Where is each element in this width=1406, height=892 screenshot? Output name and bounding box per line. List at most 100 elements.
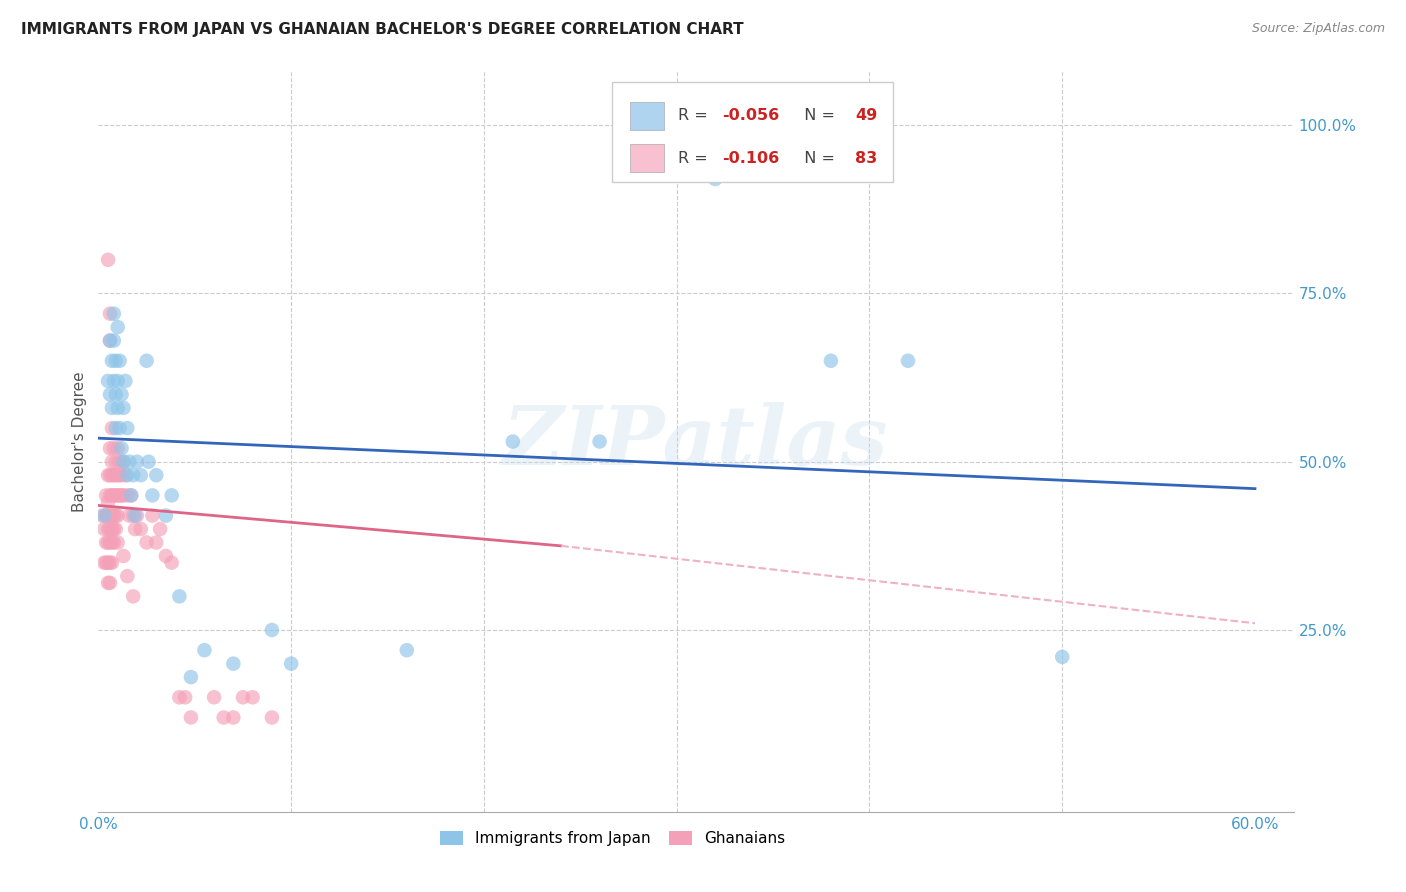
Point <box>94 535 117 549</box>
Point <box>141 488 163 502</box>
Point <box>101 468 124 483</box>
Point <box>180 710 202 724</box>
Point <box>97 575 120 590</box>
Point <box>98 575 121 590</box>
Point <box>122 468 145 483</box>
Point <box>897 353 920 368</box>
Point <box>104 353 127 368</box>
Point <box>107 488 129 502</box>
Point <box>98 508 121 523</box>
Point <box>145 468 167 483</box>
Point <box>169 590 191 604</box>
Point <box>103 488 125 502</box>
Point <box>212 710 235 724</box>
Point <box>260 623 283 637</box>
Point <box>98 442 121 456</box>
Point <box>260 710 283 724</box>
Point <box>94 508 117 523</box>
Point <box>120 488 142 502</box>
Point <box>110 442 132 456</box>
Point <box>588 434 610 449</box>
Point <box>103 442 125 456</box>
Point <box>145 535 167 549</box>
Point <box>141 508 163 523</box>
Point <box>129 522 152 536</box>
Point <box>108 468 131 483</box>
Point <box>107 508 129 523</box>
Text: -0.056: -0.056 <box>723 108 779 123</box>
Point <box>120 488 142 502</box>
Point <box>395 643 418 657</box>
Text: 83: 83 <box>855 151 877 166</box>
Point <box>98 307 121 321</box>
Point <box>103 468 125 483</box>
Point <box>107 468 129 483</box>
Point <box>101 535 124 549</box>
Point <box>502 434 524 449</box>
Point <box>107 401 129 415</box>
Point <box>103 508 125 523</box>
Point <box>124 522 146 536</box>
Point <box>117 421 139 435</box>
Point <box>155 549 177 563</box>
Point <box>704 172 727 186</box>
Text: N =: N = <box>794 151 841 166</box>
Point <box>155 508 177 523</box>
Point <box>107 535 129 549</box>
Point <box>1050 649 1073 664</box>
Point <box>160 556 183 570</box>
Point <box>117 569 139 583</box>
Point <box>242 690 264 705</box>
Point <box>108 353 131 368</box>
Point <box>180 670 202 684</box>
Point <box>112 455 135 469</box>
Point <box>93 508 115 523</box>
Point <box>104 522 127 536</box>
Point <box>97 252 120 267</box>
FancyBboxPatch shape <box>630 145 664 172</box>
Point <box>118 455 141 469</box>
Point <box>117 488 139 502</box>
Point <box>122 508 145 523</box>
Point <box>101 401 124 415</box>
Text: R =: R = <box>678 151 713 166</box>
Point <box>104 508 127 523</box>
Point <box>97 374 120 388</box>
Point <box>193 643 215 657</box>
Point <box>91 508 114 523</box>
Point <box>97 468 120 483</box>
Point <box>125 508 148 523</box>
Point <box>98 334 121 348</box>
Point <box>108 488 131 502</box>
Point <box>97 522 120 536</box>
Point <box>110 468 132 483</box>
Point <box>97 508 120 523</box>
Point <box>98 488 121 502</box>
Y-axis label: Bachelor's Degree: Bachelor's Degree <box>72 371 87 512</box>
Point <box>101 522 124 536</box>
Point <box>104 387 127 401</box>
Point <box>97 495 120 509</box>
Point <box>98 334 121 348</box>
Point <box>103 307 125 321</box>
Point <box>135 353 157 368</box>
Point <box>280 657 302 671</box>
Point <box>122 590 145 604</box>
Point <box>174 690 197 705</box>
Point <box>107 374 129 388</box>
Point <box>108 455 131 469</box>
Text: ZIPatlas: ZIPatlas <box>503 401 889 482</box>
Point <box>98 468 121 483</box>
Point <box>93 556 115 570</box>
Point <box>103 535 125 549</box>
Point <box>98 522 121 536</box>
Point <box>169 690 191 705</box>
Point <box>232 690 254 705</box>
Point <box>101 508 124 523</box>
Legend: Immigrants from Japan, Ghanaians: Immigrants from Japan, Ghanaians <box>433 825 792 852</box>
Point <box>110 488 132 502</box>
Point <box>222 710 245 724</box>
Point <box>107 320 129 334</box>
Point <box>104 468 127 483</box>
Point <box>103 374 125 388</box>
